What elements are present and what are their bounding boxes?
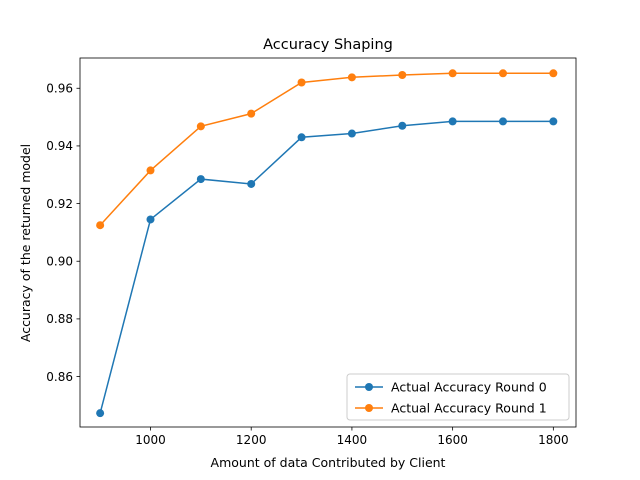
x-tick-label-0: 1000 <box>135 433 166 447</box>
legend: Actual Accuracy Round 0 Actual Accuracy R… <box>346 373 570 421</box>
x-axis-label: Amount of data Contributed by Client <box>211 455 446 470</box>
data-point-0-0 <box>96 409 105 418</box>
data-point-1-0 <box>96 221 105 230</box>
series-line-1 <box>99 72 554 226</box>
legend-label-0: Actual Accuracy Round 0 <box>391 380 547 395</box>
data-point-0-4 <box>297 133 306 142</box>
data-point-1-1 <box>146 166 155 175</box>
x-tick-label-2: 1400 <box>337 433 368 447</box>
y-tick-label-2: 0.90 <box>46 255 73 269</box>
series-line-0 <box>99 120 554 414</box>
data-point-1-4 <box>297 78 306 87</box>
axes-frame <box>79 57 577 428</box>
data-point-0-6 <box>398 121 407 130</box>
data-point-1-2 <box>196 122 205 131</box>
data-point-0-5 <box>347 129 356 138</box>
y-tick-label-4: 0.94 <box>46 139 73 153</box>
data-point-1-3 <box>247 109 256 118</box>
data-point-0-3 <box>247 179 256 188</box>
legend-label-1: Actual Accuracy Round 1 <box>391 401 547 416</box>
y-tick-label-3: 0.92 <box>46 197 73 211</box>
chart-title: Accuracy Shaping <box>263 37 393 53</box>
y-tick-label-0: 0.86 <box>46 370 73 384</box>
legend-marker-1 <box>365 404 373 412</box>
y-axis-label: Accuracy of the returned model <box>18 144 33 342</box>
plot-area <box>79 57 577 428</box>
data-point-0-1 <box>146 215 155 224</box>
data-point-0-9 <box>549 117 558 126</box>
y-tick-label-5: 0.96 <box>46 82 73 96</box>
ticks: 1000 1200 1400 1600 1800 0.86 0.88 0.90 0.92 0.94… <box>46 82 568 447</box>
data-point-1-6 <box>398 71 407 80</box>
data-point-0-8 <box>498 117 507 126</box>
data-point-1-9 <box>549 69 558 78</box>
data-point-0-7 <box>448 117 457 126</box>
x-tick-label-1: 1200 <box>236 433 267 447</box>
data-point-1-8 <box>498 69 507 78</box>
x-tick-label-3: 1600 <box>437 433 468 447</box>
legend-marker-0 <box>365 383 373 391</box>
data-point-1-7 <box>448 69 457 78</box>
y-tick-label-1: 0.88 <box>46 312 73 326</box>
legend-box <box>346 373 570 421</box>
data-point-1-5 <box>347 73 356 82</box>
x-tick-label-4: 1800 <box>538 433 569 447</box>
data-point-0-2 <box>196 175 205 184</box>
